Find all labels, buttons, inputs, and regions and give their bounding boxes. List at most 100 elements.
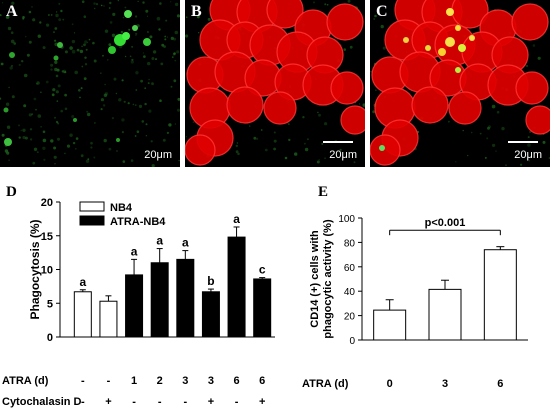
green-speck bbox=[31, 6, 33, 8]
green-speck bbox=[1, 2, 4, 4]
green-speck bbox=[51, 93, 55, 97]
x-axis-label: ATRA (d) bbox=[302, 378, 349, 390]
green-speck bbox=[71, 23, 74, 26]
green-speck bbox=[11, 95, 15, 99]
green-speck bbox=[174, 123, 176, 125]
green-speck bbox=[147, 82, 150, 85]
atra-day-label: 1 bbox=[131, 375, 137, 387]
green-speck bbox=[64, 152, 66, 155]
green-speck bbox=[28, 10, 32, 14]
green-speck bbox=[100, 108, 103, 111]
green-speck bbox=[520, 163, 523, 166]
green-speck bbox=[90, 141, 93, 145]
colocalized-bead bbox=[403, 37, 409, 43]
green-speck bbox=[141, 120, 145, 123]
green-speck bbox=[124, 6, 127, 9]
significance-letter: a bbox=[79, 275, 86, 289]
green-speck bbox=[39, 21, 42, 24]
green-speck bbox=[26, 53, 30, 57]
green-speck bbox=[177, 97, 180, 101]
green-speck bbox=[64, 50, 68, 54]
green-speck bbox=[525, 64, 529, 68]
green-speck bbox=[486, 137, 489, 140]
green-speck bbox=[9, 66, 13, 70]
micrograph-c: C 20μm bbox=[370, 0, 550, 167]
x-tick-label: 0 bbox=[387, 378, 393, 390]
green-speck bbox=[31, 113, 34, 116]
green-speck bbox=[50, 14, 53, 16]
green-speck bbox=[87, 112, 91, 117]
red-cell bbox=[263, 91, 297, 125]
atra-day-label: - bbox=[81, 375, 85, 387]
green-speck bbox=[52, 88, 56, 92]
green-speck bbox=[84, 40, 88, 44]
atra-day-label: 2 bbox=[157, 375, 163, 387]
green-speck bbox=[36, 82, 38, 85]
y-tick-label: 20 bbox=[344, 312, 356, 323]
green-speck bbox=[537, 56, 541, 60]
green-speck bbox=[170, 1, 172, 3]
green-speck bbox=[56, 100, 59, 102]
green-speck bbox=[122, 160, 126, 163]
green-speck bbox=[501, 126, 505, 131]
green-speck bbox=[304, 147, 309, 152]
atra-day-label: 6 bbox=[234, 375, 240, 387]
y-tick-label: 40 bbox=[344, 287, 356, 298]
chart-label-e: E bbox=[318, 184, 329, 200]
green-speck bbox=[4, 149, 9, 153]
green-speck bbox=[288, 123, 290, 125]
green-speck bbox=[130, 159, 134, 162]
green-speck bbox=[374, 14, 377, 18]
green-speck bbox=[145, 123, 148, 126]
green-speck bbox=[50, 139, 54, 143]
green-speck bbox=[145, 135, 148, 137]
y-tick-label: 5 bbox=[47, 298, 53, 310]
green-speck bbox=[53, 31, 55, 34]
green-speck bbox=[249, 125, 251, 127]
green-speck bbox=[81, 45, 83, 48]
green-speck bbox=[8, 86, 10, 89]
green-speck bbox=[35, 108, 37, 111]
y-tick-label: 60 bbox=[344, 263, 356, 274]
fluorescent-bead bbox=[124, 10, 132, 18]
green-speck bbox=[7, 26, 12, 31]
colocalized-bead bbox=[455, 25, 461, 31]
green-speck bbox=[542, 140, 546, 144]
green-speck bbox=[76, 48, 80, 52]
green-speck bbox=[373, 18, 376, 20]
green-speck bbox=[21, 60, 24, 63]
green-speck bbox=[93, 156, 96, 159]
red-cell bbox=[330, 71, 364, 105]
green-speck bbox=[22, 135, 26, 140]
y-axis-label: phagocytic activity (%) bbox=[322, 219, 334, 339]
micrograph-a: A 20μm bbox=[0, 0, 180, 167]
red-cell bbox=[511, 3, 549, 41]
green-speck bbox=[163, 45, 166, 48]
cytochalasin-label: + bbox=[259, 396, 265, 408]
green-speck bbox=[94, 7, 96, 10]
green-speck bbox=[173, 79, 177, 83]
green-speck bbox=[235, 150, 239, 154]
red-cell bbox=[525, 105, 550, 135]
green-speck bbox=[90, 146, 93, 149]
green-speck bbox=[83, 15, 87, 18]
green-speck bbox=[81, 0, 85, 3]
green-speck bbox=[324, 3, 327, 6]
green-speck bbox=[302, 116, 305, 119]
green-speck bbox=[93, 2, 96, 5]
green-speck bbox=[57, 84, 61, 88]
green-speck bbox=[196, 15, 200, 19]
cytochalasin-label: + bbox=[208, 396, 214, 408]
green-speck bbox=[5, 15, 10, 19]
green-speck bbox=[123, 100, 126, 103]
significance-letter: a bbox=[156, 234, 163, 248]
green-speck bbox=[147, 61, 151, 66]
green-speck bbox=[0, 97, 2, 100]
green-speck bbox=[40, 91, 42, 94]
fluorescent-bead bbox=[132, 25, 138, 31]
green-speck bbox=[145, 9, 149, 13]
green-speck bbox=[120, 30, 124, 34]
green-speck bbox=[23, 73, 28, 78]
green-speck bbox=[108, 43, 112, 47]
